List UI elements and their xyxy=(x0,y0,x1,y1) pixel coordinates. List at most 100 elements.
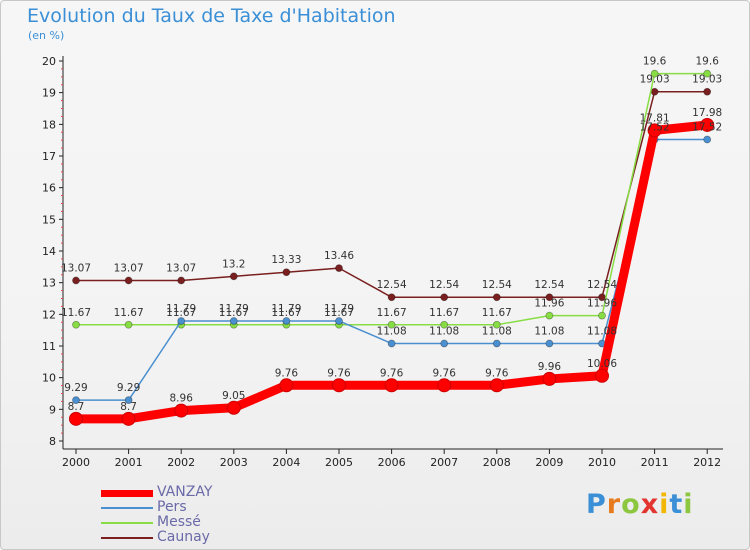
x-tick-label: 2006 xyxy=(378,456,406,469)
data-label: 17.52 xyxy=(692,122,722,134)
y-tick-label: 13 xyxy=(42,277,56,290)
data-label: 19.03 xyxy=(692,74,722,86)
data-point xyxy=(492,293,501,302)
data-point xyxy=(489,378,504,393)
logo-letter: P xyxy=(586,489,607,520)
data-label: 11.79 xyxy=(324,303,354,315)
data-label: 9.29 xyxy=(117,382,140,394)
data-label: 19.03 xyxy=(640,74,670,86)
y-tick-label: 15 xyxy=(42,213,56,226)
data-point xyxy=(440,293,449,302)
x-tick-label: 2011 xyxy=(641,456,669,469)
x-tick-label: 2004 xyxy=(272,456,300,469)
data-label: 11.67 xyxy=(482,307,512,319)
x-tick-label: 2002 xyxy=(167,456,195,469)
data-point xyxy=(542,371,557,386)
data-label: 11.67 xyxy=(114,307,144,319)
data-point xyxy=(226,400,241,415)
data-label: 11.67 xyxy=(271,307,301,319)
data-label: 12.54 xyxy=(587,279,617,291)
data-point xyxy=(177,276,186,285)
data-label: 9.76 xyxy=(327,367,351,379)
data-point xyxy=(598,311,606,320)
legend-label: Pers xyxy=(157,499,187,515)
data-label: 13.46 xyxy=(324,250,354,262)
legend-label: VANZAY xyxy=(157,484,213,500)
x-tick-label: 2003 xyxy=(220,456,248,469)
data-label: 11.67 xyxy=(377,307,407,319)
data-point xyxy=(703,87,712,96)
data-label: 9.76 xyxy=(380,367,404,379)
data-label: 12.54 xyxy=(534,279,564,291)
data-point xyxy=(229,317,238,325)
data-point xyxy=(124,276,133,285)
data-label: 11.79 xyxy=(271,303,301,315)
data-label: 19.6 xyxy=(643,56,667,68)
y-tick-label: 11 xyxy=(42,340,56,353)
data-point xyxy=(72,396,80,405)
data-label: 11.08 xyxy=(534,325,564,337)
y-tick-label: 12 xyxy=(42,308,56,321)
data-point xyxy=(545,293,554,302)
y-tick-label: 8 xyxy=(49,435,56,448)
data-label: 17.98 xyxy=(692,107,722,119)
y-tick-label: 16 xyxy=(42,182,56,195)
data-point xyxy=(492,339,501,348)
data-label: 17.52 xyxy=(640,122,670,134)
data-label: 11.79 xyxy=(219,303,249,315)
y-tick-label: 9 xyxy=(49,403,56,416)
data-label: 9.29 xyxy=(64,382,87,394)
data-label: 11.79 xyxy=(166,303,196,315)
data-label: 17.81 xyxy=(640,112,670,124)
data-point xyxy=(124,396,133,405)
x-tick-label: 2007 xyxy=(430,456,458,469)
proxiti-logo: Proxiti xyxy=(586,489,694,520)
data-label: 13.07 xyxy=(61,262,91,274)
data-point xyxy=(595,368,609,383)
data-point xyxy=(282,317,291,325)
data-point xyxy=(177,317,186,325)
data-point xyxy=(69,411,83,426)
data-label: 9.76 xyxy=(485,367,509,379)
data-point xyxy=(703,135,712,144)
data-label: 11.08 xyxy=(377,325,407,337)
data-label: 11.67 xyxy=(61,307,91,319)
data-point xyxy=(703,69,712,78)
data-label: 11.67 xyxy=(166,307,196,319)
logo-letter: i xyxy=(683,489,694,520)
legend-swatch-messé xyxy=(101,522,153,524)
logo-letter: i xyxy=(659,489,670,520)
data-point xyxy=(229,272,238,281)
data-point xyxy=(72,276,80,285)
data-label: 13.07 xyxy=(166,262,196,274)
y-tick-label: 17 xyxy=(42,150,56,163)
logo-letter: x xyxy=(640,489,660,520)
data-point xyxy=(124,320,133,329)
data-label: 12.54 xyxy=(377,279,407,291)
chart-title: Evolution du Taux de Taxe d'Habitation xyxy=(27,5,396,27)
data-label: 12.54 xyxy=(429,279,459,291)
legend-label: Caunay xyxy=(157,529,210,545)
data-point xyxy=(545,339,554,348)
data-label: 11.96 xyxy=(587,298,617,310)
data-label: 13.07 xyxy=(114,262,144,274)
data-point xyxy=(72,320,80,329)
data-point xyxy=(279,378,294,393)
data-point xyxy=(440,339,449,348)
data-label: 11.08 xyxy=(482,325,512,337)
data-point xyxy=(437,378,452,393)
x-tick-label: 2008 xyxy=(483,456,511,469)
y-tick-label: 18 xyxy=(42,118,56,131)
data-label: 11.08 xyxy=(429,325,459,337)
data-point xyxy=(545,311,554,320)
data-point xyxy=(647,123,662,138)
data-point xyxy=(650,87,659,96)
data-point xyxy=(387,339,396,348)
data-label: 9.05 xyxy=(222,390,245,402)
data-label: 11.67 xyxy=(429,307,459,319)
data-label: 8.7 xyxy=(68,401,85,413)
logo-letter: o xyxy=(621,489,641,520)
data-label: 9.96 xyxy=(538,361,562,373)
data-label: 19.6 xyxy=(696,56,720,68)
